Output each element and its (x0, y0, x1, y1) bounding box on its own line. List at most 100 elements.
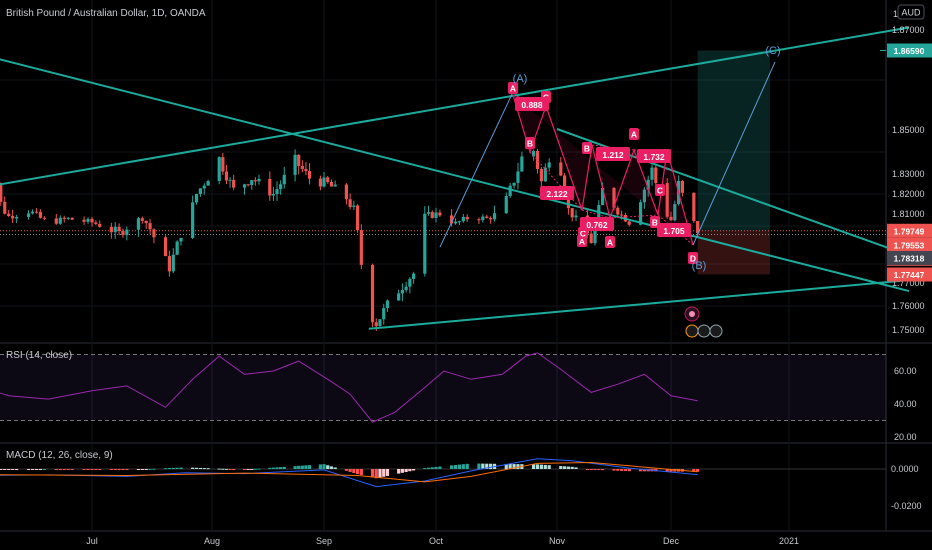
candle-body (250, 180, 254, 185)
macd-histogram-bar (279, 467, 283, 469)
ratio-badge[interactable] (540, 186, 574, 200)
chart-title: British Pound / Australian Dollar, 1D, O… (6, 8, 206, 19)
rsi-pane[interactable] (0, 352, 886, 423)
price-tag[interactable] (887, 250, 932, 265)
wave-projection[interactable] (439, 91, 514, 248)
macd-histogram-bar (217, 468, 221, 470)
candle-body (42, 217, 46, 219)
candle-body (426, 212, 431, 214)
candle-body (593, 222, 597, 244)
candle-body (348, 199, 352, 207)
macd-histogram-bar (82, 469, 86, 470)
candle-body (489, 218, 493, 220)
candle-body (206, 180, 210, 186)
macd-histogram-bar (167, 468, 172, 470)
candle-body (370, 264, 375, 323)
wave-b-label: (B) (692, 260, 707, 272)
pattern-point-marker[interactable] (508, 82, 518, 94)
price-tag-label: 1.77447 (894, 270, 925, 280)
trendline[interactable] (368, 279, 910, 330)
trendline[interactable] (0, 26, 910, 190)
candle-body (516, 171, 520, 183)
pattern-point-label: C (657, 186, 663, 196)
ratio-badge[interactable] (580, 217, 614, 231)
candle-body (673, 204, 677, 221)
candle-body (620, 214, 624, 216)
price-tag-label: 1.79553 (894, 240, 925, 250)
macd-histogram-bar (412, 469, 416, 471)
ratio-badge[interactable] (596, 147, 630, 161)
macd-histogram-bar (504, 463, 508, 469)
event-flags-icon[interactable] (685, 324, 723, 338)
pattern-point-marker[interactable] (525, 137, 535, 149)
currency-badge[interactable]: AUD (897, 4, 925, 20)
candle-body (198, 188, 202, 195)
macd-histogram-bar (121, 469, 125, 470)
macd-histogram-bar (434, 466, 438, 469)
pattern-point-marker[interactable] (655, 184, 665, 196)
wave-projection[interactable] (692, 61, 776, 246)
time-axis[interactable]: Jul Aug Sep Oct Nov Dec 2021 (86, 536, 799, 546)
macd-histogram-bar (516, 464, 520, 469)
candle-body (90, 218, 94, 223)
candle-body (566, 194, 570, 209)
pattern-point-label: A (607, 238, 613, 248)
macd-histogram-bar (570, 466, 574, 469)
macd-histogram-bar (574, 467, 578, 469)
pattern-point-marker[interactable] (605, 236, 615, 248)
macd-histogram-bar (125, 469, 129, 470)
event-flag-icon[interactable] (684, 306, 700, 322)
rsi-line[interactable] (0, 352, 698, 423)
price-tag[interactable] (887, 237, 932, 252)
pattern-point-marker[interactable] (629, 128, 639, 140)
price-tick-label: 1.87000 (892, 25, 925, 35)
ratio-badge[interactable] (637, 149, 671, 163)
price-axis[interactable]: 1 1.87000 1.85000 1.83000 1.82000 1.81000 1.77… (880, 9, 932, 511)
pattern-path[interactable] (512, 94, 694, 246)
harmonic-pattern[interactable]: ABCABABDACC0.8882.1220.7621.2121.7321.70… (439, 45, 781, 272)
macd-histogram-bar (0, 469, 3, 470)
macd-pane[interactable] (0, 458, 886, 488)
candle-body (374, 322, 378, 327)
macd-histogram-bar (329, 466, 334, 469)
candle-body (152, 229, 156, 238)
candle-body (512, 182, 516, 186)
ratio-badge[interactable] (657, 223, 691, 237)
macd-histogram-bar (42, 468, 46, 470)
macd-histogram-bar (26, 469, 31, 470)
trendline[interactable] (0, 53, 910, 293)
candle-body (359, 230, 363, 265)
candle-body (680, 180, 685, 193)
candle-body (191, 202, 195, 238)
signal-line[interactable] (0, 461, 698, 483)
profit-zone[interactable] (697, 50, 770, 231)
macd-histogram-bar (692, 469, 696, 472)
ratio-badge[interactable] (515, 97, 549, 111)
macd-line[interactable] (0, 458, 698, 488)
price-tag[interactable] (887, 43, 932, 58)
pattern-point-label: B (584, 144, 590, 154)
price-tag[interactable] (887, 223, 932, 238)
candles[interactable] (0, 148, 700, 331)
candle-body (597, 205, 601, 223)
candle-body (121, 231, 125, 236)
macd-histogram-bar (191, 467, 195, 469)
price-tag[interactable] (887, 267, 932, 282)
pattern-point-marker[interactable] (582, 142, 592, 154)
trade-box[interactable] (697, 50, 770, 275)
candle-body (650, 167, 654, 180)
trendlines[interactable] (0, 26, 910, 330)
candle-body (485, 216, 489, 219)
macd-histogram-bar (152, 468, 156, 470)
macd-histogram-bar (11, 469, 15, 470)
macd-histogram-bar (348, 469, 352, 472)
macd-histogram-bar (109, 469, 113, 470)
candle-body (300, 165, 304, 169)
candle-body (453, 221, 458, 224)
pattern-point-marker[interactable] (688, 252, 698, 264)
ratio-label: 2.122 (546, 189, 568, 199)
pattern-ratio-line (581, 209, 611, 219)
rsi-tick-label: 20.00 (894, 432, 917, 442)
macd-histogram-bar (253, 468, 257, 470)
